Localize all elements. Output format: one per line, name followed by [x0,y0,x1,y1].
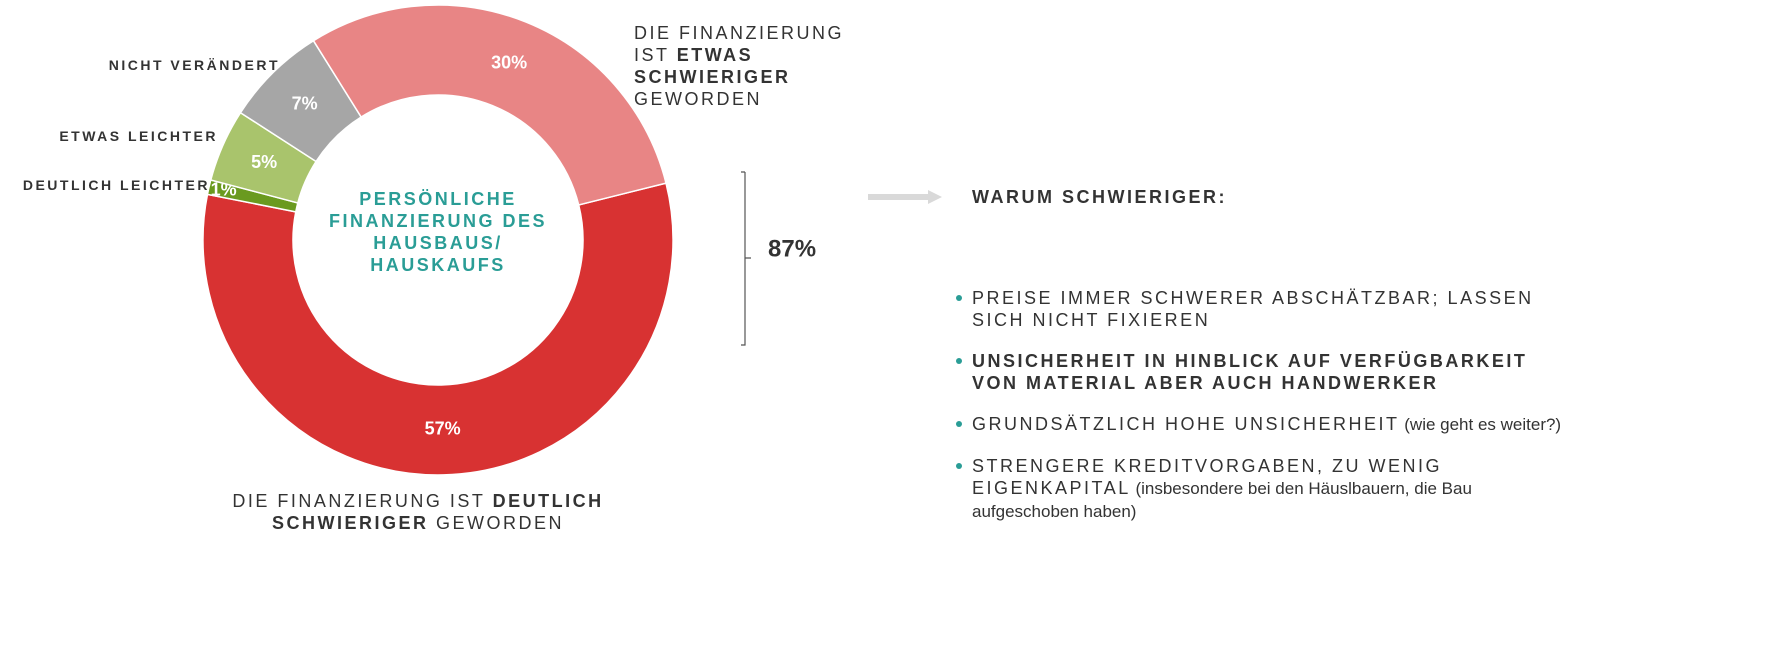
side-title: WARUM SCHWIERIGER: [972,187,1227,207]
label-run: UNSICHERHEIT IN HINBLICK AUF VERFÜGBARKE… [972,351,1528,393]
value-label: 30% [491,53,527,73]
reason-item: UNSICHERHEIT IN HINBLICK AUF VERFÜGBARKE… [956,350,1572,394]
label-run: GEWORDEN [634,89,762,109]
label-run: ETWAS SCHWIERIGER [634,45,791,87]
label-run: GRUNDSÄTZLICH HOHE UNSICHERHEIT [972,414,1400,434]
label-run: DIE FINANZIERUNG IST [634,23,845,65]
label-run: GEWORDEN [428,513,565,533]
donut-slice [312,4,667,206]
category-label: DIE FINANZIERUNG IST ETWAS SCHWIERIGER G… [634,22,884,110]
label-run: DIE FINANZIERUNG IST [232,491,493,511]
label-run: (wie geht es weiter?) [1399,415,1562,434]
label-run: PREISE IMMER SCHWERER ABSCHÄTZBAR; LASSE… [972,288,1534,330]
category-label: ETWAS LEICHTER [59,125,218,147]
arrow-head [928,190,942,204]
value-label: 7% [292,93,318,113]
category-label: DEUTLICH LEICHTER [23,174,210,196]
category-label: DIE FINANZIERUNG IST DEUTLICH SCHWIERIGE… [208,490,628,534]
label-run: DEUTLICH SCHWIERIGER [271,491,604,533]
reason-item: PREISE IMMER SCHWERER ABSCHÄTZBAR; LASSE… [956,287,1572,331]
reason-item: GRUNDSÄTZLICH HOHE UNSICHERHEIT (wie geh… [956,413,1572,436]
label-run: DEUTLICH LEICHTER [22,177,210,193]
center-label: PERSÖNLICHE FINANZIERUNG DES HAUSBAUS/ H… [328,189,547,275]
label-run: (insbesondere bei den Häuslbauern, die B… [972,479,1472,521]
donut-slice [202,182,674,476]
category-label: NICHT VERÄNDERT [109,54,280,76]
bracket-label: 87% [768,235,816,262]
label-run: NICHT VERÄNDERT [108,57,280,73]
label-run: ETWAS LEICHTER [59,128,218,144]
value-label: 57% [425,419,461,439]
value-label: 5% [251,152,277,172]
label-run: STRENGERE KREDITVORGABEN, ZU WENIG EIGEN… [972,456,1443,498]
reason-item: STRENGERE KREDITVORGABEN, ZU WENIG EIGEN… [956,455,1572,523]
reason-list: PREISE IMMER SCHWERER ABSCHÄTZBAR; LASSE… [956,287,1572,542]
bracket [741,171,751,346]
